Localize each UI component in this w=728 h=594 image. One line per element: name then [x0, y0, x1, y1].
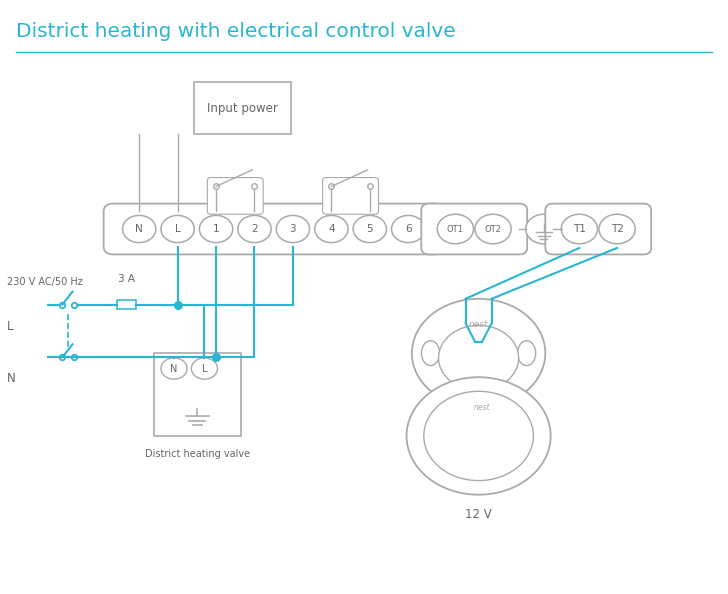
Text: T1: T1 [573, 224, 586, 234]
Text: 3 A: 3 A [118, 274, 135, 284]
Text: 1: 1 [213, 224, 219, 234]
Circle shape [276, 216, 309, 242]
Text: 3: 3 [290, 224, 296, 234]
Text: nest: nest [474, 403, 491, 412]
Text: N: N [7, 372, 16, 385]
Circle shape [238, 216, 271, 242]
Circle shape [599, 214, 636, 244]
FancyBboxPatch shape [207, 178, 264, 214]
Circle shape [438, 326, 518, 390]
Text: T2: T2 [611, 224, 624, 234]
Circle shape [314, 216, 348, 242]
Circle shape [161, 358, 187, 379]
Circle shape [122, 216, 156, 242]
Circle shape [475, 214, 511, 244]
Text: District heating with electrical control valve: District heating with electrical control… [16, 22, 456, 41]
Circle shape [199, 216, 233, 242]
Circle shape [561, 214, 598, 244]
Bar [116, 300, 135, 309]
Circle shape [191, 358, 218, 379]
Text: 2: 2 [251, 224, 258, 234]
Text: 6: 6 [405, 224, 411, 234]
Text: 4: 4 [328, 224, 335, 234]
FancyBboxPatch shape [103, 204, 444, 254]
Text: 5: 5 [366, 224, 373, 234]
Text: OT2: OT2 [485, 225, 502, 233]
Text: Input power: Input power [207, 102, 278, 115]
Bar [154, 353, 241, 436]
Circle shape [161, 216, 194, 242]
FancyBboxPatch shape [422, 204, 527, 254]
Circle shape [406, 377, 550, 495]
FancyBboxPatch shape [323, 178, 379, 214]
Text: L: L [202, 364, 207, 374]
Circle shape [424, 391, 534, 481]
Text: L: L [7, 320, 14, 333]
Circle shape [438, 214, 473, 244]
Bar [194, 83, 291, 134]
Circle shape [392, 216, 425, 242]
Circle shape [412, 299, 545, 407]
Text: N: N [170, 364, 178, 374]
Circle shape [353, 216, 387, 242]
Text: nest: nest [469, 320, 488, 330]
Ellipse shape [518, 341, 536, 365]
FancyBboxPatch shape [545, 204, 651, 254]
Ellipse shape [422, 341, 440, 365]
FancyBboxPatch shape [467, 388, 490, 405]
Text: N: N [135, 224, 143, 234]
Text: District heating valve: District heating valve [145, 449, 250, 459]
Text: OT1: OT1 [447, 225, 464, 233]
Circle shape [526, 214, 562, 244]
Text: 12 V: 12 V [465, 508, 492, 521]
Text: L: L [175, 224, 181, 234]
Text: 230 V AC/50 Hz: 230 V AC/50 Hz [7, 277, 83, 287]
